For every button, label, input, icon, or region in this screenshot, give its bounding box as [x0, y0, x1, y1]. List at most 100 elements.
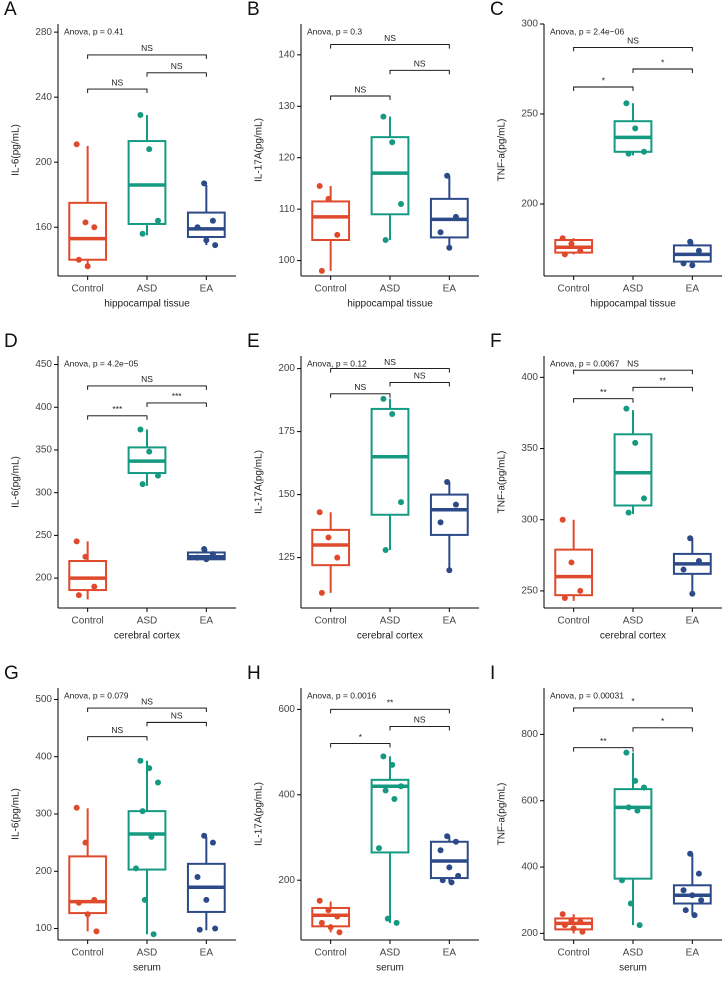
y-tick-label: 125 [278, 552, 295, 563]
annotation: Anova, p = 0.0016 [307, 690, 377, 700]
significance-label: * [631, 696, 635, 706]
point [687, 535, 694, 542]
point [568, 240, 575, 247]
x-tick-label: Control [315, 284, 347, 295]
point [155, 779, 161, 786]
point [561, 251, 568, 258]
point [155, 217, 161, 224]
point [91, 896, 98, 903]
point [203, 237, 210, 244]
point [382, 787, 389, 794]
y-tick-label: 240 [35, 92, 52, 103]
point [327, 924, 334, 931]
x-tick-label: ASD [623, 284, 644, 295]
point [687, 850, 694, 857]
point [137, 426, 144, 433]
significance-label: NS [627, 358, 639, 368]
point [641, 148, 647, 155]
point [84, 263, 91, 270]
annotation: Anova, p = 4.2e−05 [64, 358, 138, 368]
bracket [330, 44, 450, 49]
x-axis-label: serum [376, 963, 404, 974]
bracket [87, 415, 148, 420]
point [680, 887, 687, 894]
point [579, 928, 586, 935]
y-tick-label: 400 [35, 402, 52, 413]
point [133, 865, 139, 872]
y-axis-label: IL-17A(pg/mL) [254, 782, 265, 846]
point [448, 879, 455, 886]
point [73, 804, 80, 811]
y-tick-label: 400 [278, 789, 295, 800]
y-tick-label: 160 [35, 222, 52, 233]
y-tick-label: 250 [521, 109, 538, 120]
bracket [632, 727, 693, 732]
x-tick-label: EA [200, 948, 214, 959]
x-axis-label: hippocampal tissue [590, 299, 676, 310]
y-tick-label: 300 [521, 514, 538, 525]
significance-label: *** [112, 404, 123, 414]
y-axis-label: IL-17A(pg/mL) [254, 450, 265, 514]
bracket [87, 707, 207, 713]
x-tick-label: ASD [623, 948, 644, 959]
x-tick-label: EA [686, 616, 700, 627]
y-tick-label: 175 [278, 426, 295, 437]
bracket [146, 721, 207, 727]
point [318, 267, 325, 274]
point [194, 224, 201, 231]
significance-label: ** [659, 376, 666, 386]
point [384, 915, 391, 922]
point [380, 753, 387, 760]
y-tick-label: 250 [35, 530, 52, 541]
bracket [632, 68, 693, 73]
y-tick-label: 150 [278, 489, 295, 500]
y-tick-label: 100 [35, 923, 52, 934]
point [632, 125, 639, 132]
box [370, 778, 410, 854]
y-tick-label: 300 [35, 809, 52, 820]
bracket [87, 736, 148, 741]
point [437, 229, 444, 236]
panel: C Anova, p = 2.4e−06 200 250 300 TNF-a(pg/mL)… [490, 0, 722, 310]
point [623, 100, 630, 107]
point [146, 146, 153, 153]
point [209, 551, 216, 558]
point [439, 877, 446, 884]
point [559, 911, 566, 918]
point [698, 897, 705, 904]
point [148, 833, 155, 840]
x-axis-label: cerebral cortex [114, 631, 180, 642]
y-axis-label: IL-6(pg/mL) [11, 788, 22, 840]
point [680, 566, 687, 573]
point [691, 912, 698, 919]
point [391, 796, 398, 803]
point [73, 538, 80, 545]
point [559, 235, 566, 242]
significance-label: * [661, 716, 665, 726]
point [455, 872, 462, 879]
point [389, 761, 396, 768]
point [452, 501, 459, 508]
box [68, 855, 108, 915]
y-tick-label: 200 [35, 157, 52, 168]
bracket [146, 72, 207, 77]
y-tick-label: 200 [521, 928, 538, 939]
significance-label: NS [384, 33, 396, 43]
point [196, 926, 203, 933]
bracket [389, 382, 450, 387]
point [209, 839, 216, 846]
point [146, 765, 153, 772]
point [203, 896, 210, 903]
x-tick-label: EA [686, 284, 700, 295]
x-tick-label: ASD [137, 948, 158, 959]
point [334, 913, 341, 920]
point [139, 808, 146, 815]
x-axis-label: serum [619, 963, 647, 974]
y-tick-label: 600 [521, 795, 538, 806]
point [446, 864, 453, 871]
box [311, 200, 351, 242]
bracket [330, 368, 450, 373]
point [634, 807, 641, 814]
y-axis-label: TNF-a(pg/mL) [497, 783, 508, 846]
box [68, 201, 108, 261]
